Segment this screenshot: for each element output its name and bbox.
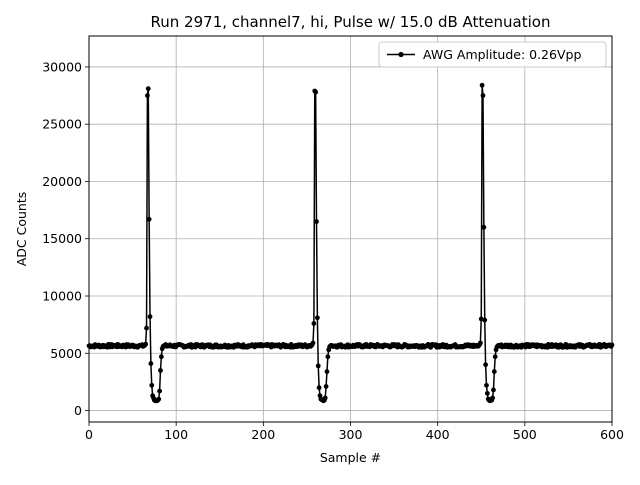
data-point <box>310 340 316 346</box>
y-tick-label: 30000 <box>42 59 82 74</box>
data-point <box>313 89 319 95</box>
data-point <box>491 369 497 374</box>
data-point <box>315 363 321 369</box>
data-point <box>477 340 483 346</box>
x-axis-title: Sample # <box>320 450 381 465</box>
data-point <box>483 362 489 368</box>
legend-box <box>378 41 607 68</box>
x-tick-label: 100 <box>164 427 188 442</box>
data-point <box>492 354 498 360</box>
data-point <box>144 325 149 331</box>
data-point <box>157 388 163 394</box>
x-tick-label: 500 <box>513 427 537 442</box>
data-point <box>314 315 320 321</box>
y-tick-label: 0 <box>74 403 82 418</box>
y-tick-label: 25000 <box>42 117 82 132</box>
data-point <box>156 396 162 402</box>
data-point <box>149 382 155 388</box>
data-point <box>145 86 151 92</box>
data-point <box>482 317 488 323</box>
x-tick-label: 600 <box>600 427 624 442</box>
data-point <box>143 341 149 347</box>
data-point <box>480 93 486 98</box>
legend: AWG Amplitude: 0.26Vpp <box>378 41 607 68</box>
x-tick-label: 200 <box>251 427 275 442</box>
data-point <box>481 224 487 230</box>
data-point <box>148 361 154 366</box>
data-point <box>311 321 317 326</box>
x-tick-label: 400 <box>426 427 450 442</box>
x-tick-label: 0 <box>85 427 93 442</box>
data-point <box>479 82 485 88</box>
data-point <box>324 369 330 374</box>
data-point <box>147 314 153 320</box>
data-point <box>314 219 319 224</box>
y-axis-title: ADC Counts <box>14 192 29 267</box>
data-point <box>316 385 322 391</box>
data-point <box>323 384 329 389</box>
x-tick-label: 300 <box>339 427 363 442</box>
data-point <box>484 382 489 388</box>
ticks: 0 100 200 300 400 500 600 0 5000 10000 15000 20000 2… <box>42 59 624 442</box>
data-point <box>484 390 490 396</box>
data-point <box>158 368 163 373</box>
chart-title: Run 2971, channel7, hi, Pulse w/ 15.0 dB… <box>151 13 551 31</box>
data-point <box>146 216 152 222</box>
data-point <box>325 354 331 360</box>
legend-marker-swatch <box>398 51 404 58</box>
legend-label: AWG Amplitude: 0.26Vpp <box>423 47 581 62</box>
data-point <box>491 387 496 393</box>
data-point <box>145 93 150 98</box>
y-tick-label: 10000 <box>42 289 82 304</box>
y-tick-label: 5000 <box>50 346 82 361</box>
y-tick-label: 15000 <box>42 231 82 246</box>
data-point <box>322 395 328 401</box>
data-point <box>158 354 164 360</box>
y-tick-label: 20000 <box>42 174 82 189</box>
data-point <box>490 395 495 401</box>
series-layer <box>86 82 615 404</box>
